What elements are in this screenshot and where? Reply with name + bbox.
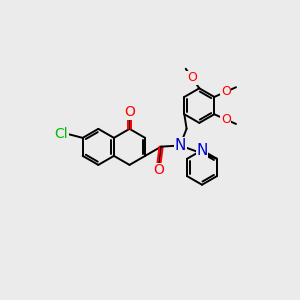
Text: O: O (187, 71, 197, 84)
Text: Cl: Cl (55, 127, 68, 141)
Text: N: N (174, 138, 186, 153)
Text: O: O (124, 105, 135, 119)
Text: O: O (221, 85, 231, 98)
Text: O: O (153, 164, 164, 177)
Text: O: O (153, 164, 164, 177)
Text: O: O (221, 113, 231, 126)
Text: N: N (174, 138, 186, 153)
Text: O: O (124, 105, 135, 119)
Text: Cl: Cl (55, 127, 68, 141)
Text: N: N (196, 142, 208, 158)
Text: N: N (196, 142, 208, 158)
